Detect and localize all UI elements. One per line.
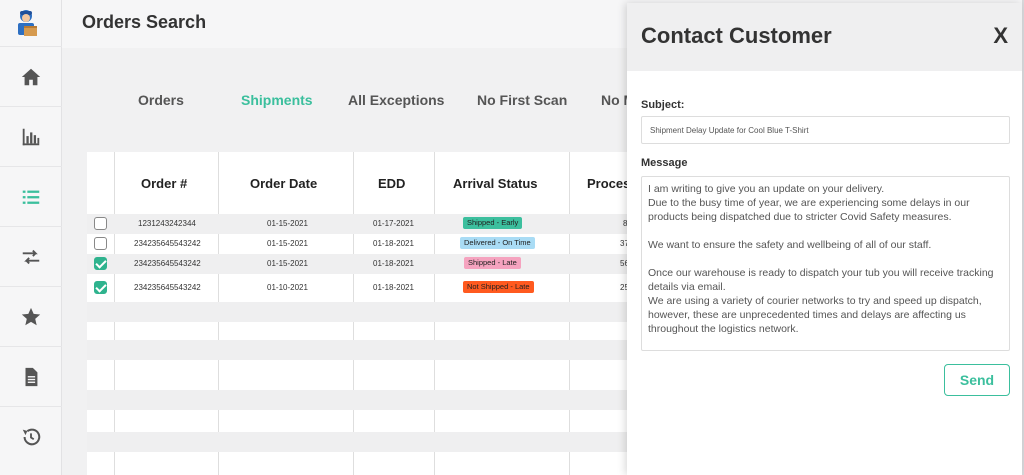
message-line: We are using a variety of courier networ… — [648, 295, 982, 335]
order-date-cell: 01-15-2021 — [267, 239, 308, 248]
table-row[interactable]: 1231243242344 01-15-2021 01-17-2021 Ship… — [87, 214, 647, 234]
sidebar — [0, 0, 62, 475]
status-badge: Not Shipped - Late — [463, 281, 534, 293]
order-date-cell: 01-15-2021 — [267, 259, 308, 268]
tab-no-m[interactable]: No M — [601, 92, 636, 108]
process-cell: 8 — [623, 219, 628, 228]
empty-row — [87, 340, 647, 360]
contact-customer-dialog: Contact Customer X Subject: Message I am… — [627, 3, 1022, 475]
order-number-cell: 234235645543242 — [134, 259, 201, 268]
row-checkbox[interactable] — [94, 281, 107, 294]
document-icon — [25, 367, 38, 386]
sidebar-item-analytics[interactable] — [0, 106, 62, 166]
home-icon — [21, 68, 41, 85]
message-line: Due to the busy time of year, we are exp… — [648, 197, 970, 223]
tab-all-exceptions[interactable]: All Exceptions — [348, 92, 445, 108]
dialog-title: Contact Customer — [641, 23, 832, 48]
message-gap — [648, 252, 1003, 266]
process-cell: 56 — [620, 259, 629, 268]
tab-orders[interactable]: Orders — [138, 92, 184, 108]
edd-cell: 01-18-2021 — [373, 283, 414, 292]
sidebar-item-transfers[interactable] — [0, 226, 62, 286]
process-cell: 37 — [620, 239, 629, 248]
status-badge: Delivered - On Time — [460, 237, 535, 249]
shipments-table: Order # Order Date EDD Arrival Status Pr… — [87, 152, 647, 475]
table-row[interactable]: 234235645543242 01-15-2021 01-18-2021 Sh… — [87, 254, 647, 274]
empty-row — [87, 432, 647, 452]
subject-label: Subject: — [641, 99, 685, 111]
column-header-order-number[interactable]: Order # — [141, 176, 188, 191]
message-gap — [648, 224, 1003, 238]
order-number-cell: 234235645543242 — [134, 283, 201, 292]
arrows-icon — [22, 249, 40, 264]
column-header-edd[interactable]: EDD — [378, 176, 406, 191]
empty-row — [87, 302, 647, 322]
message-line: I am writing to give you an update on yo… — [648, 183, 885, 195]
column-header-process[interactable]: Proces — [587, 176, 631, 191]
sidebar-item-orders-list[interactable] — [0, 166, 62, 226]
scroll-edge — [1022, 0, 1024, 475]
column-header-arrival-status[interactable]: Arrival Status — [453, 176, 538, 191]
message-textarea[interactable]: I am writing to give you an update on yo… — [641, 176, 1010, 351]
column-header-order-date[interactable]: Order Date — [250, 176, 318, 191]
tab-bar: Orders Shipments All Exceptions No First… — [62, 92, 762, 118]
close-button[interactable]: X — [993, 23, 1008, 48]
sidebar-item-home[interactable] — [0, 46, 62, 106]
empty-row — [87, 390, 647, 410]
tab-no-first-scan[interactable]: No First Scan — [477, 92, 568, 108]
table-row[interactable]: 234235645543242 01-15-2021 01-18-2021 De… — [87, 234, 647, 254]
sidebar-item-documents[interactable] — [0, 346, 62, 406]
send-button[interactable]: Send — [944, 364, 1010, 396]
order-date-cell: 01-10-2021 — [267, 283, 308, 292]
row-checkbox[interactable] — [94, 237, 107, 250]
edd-cell: 01-18-2021 — [373, 259, 414, 268]
edd-cell: 01-17-2021 — [373, 219, 414, 228]
message-label: Message — [641, 157, 688, 169]
page-title: Orders Search — [82, 12, 207, 32]
order-number-cell: 1231243242344 — [138, 219, 196, 228]
order-number-cell: 234235645543242 — [134, 239, 201, 248]
history-icon — [22, 428, 41, 445]
bar-chart-icon — [22, 128, 40, 145]
app-logo[interactable] — [13, 8, 39, 38]
tab-shipments[interactable]: Shipments — [241, 92, 313, 108]
sidebar-item-favorites[interactable] — [0, 286, 62, 346]
process-cell: 25 — [620, 283, 629, 292]
sidebar-item-history[interactable] — [0, 406, 62, 466]
star-icon — [21, 307, 41, 325]
status-badge: Shipped - Early — [463, 217, 523, 229]
table-row[interactable]: 234235645543242 01-10-2021 01-18-2021 No… — [87, 278, 647, 298]
row-checkbox[interactable] — [94, 217, 107, 230]
subject-input[interactable] — [641, 116, 1010, 144]
edd-cell: 01-18-2021 — [373, 239, 414, 248]
row-checkbox[interactable] — [94, 257, 107, 270]
order-date-cell: 01-15-2021 — [267, 219, 308, 228]
message-line: Once our warehouse is ready to dispatch … — [648, 267, 994, 293]
list-icon — [22, 190, 40, 204]
dialog-header: Contact Customer X — [627, 3, 1022, 71]
message-line: We want to ensure the safety and wellbei… — [648, 239, 932, 251]
status-badge: Shipped - Late — [464, 257, 521, 269]
